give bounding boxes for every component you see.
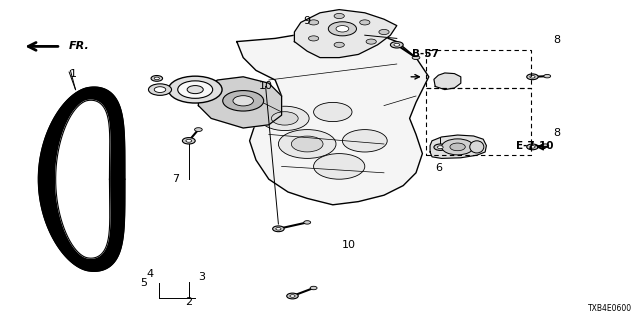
- Circle shape: [544, 75, 550, 78]
- Polygon shape: [434, 73, 461, 90]
- Bar: [426, 88, 531, 155]
- Polygon shape: [237, 29, 429, 205]
- Circle shape: [182, 138, 195, 144]
- Circle shape: [334, 13, 344, 19]
- Text: TXB4E0600: TXB4E0600: [588, 304, 632, 313]
- Circle shape: [314, 102, 352, 122]
- Text: 8: 8: [553, 128, 561, 138]
- Circle shape: [527, 74, 538, 80]
- Text: 10: 10: [259, 81, 273, 92]
- Circle shape: [336, 26, 349, 32]
- Circle shape: [168, 76, 222, 103]
- Circle shape: [195, 128, 202, 132]
- Bar: [426, 50, 531, 88]
- Text: FR.: FR.: [68, 41, 89, 52]
- Text: 7: 7: [172, 174, 180, 184]
- Circle shape: [271, 112, 298, 125]
- Text: 9: 9: [303, 16, 311, 26]
- Text: E-7-10: E-7-10: [516, 140, 553, 151]
- Polygon shape: [294, 10, 397, 58]
- Circle shape: [233, 96, 253, 106]
- Circle shape: [151, 76, 163, 81]
- Circle shape: [530, 146, 535, 148]
- Circle shape: [304, 221, 310, 224]
- Circle shape: [308, 36, 319, 41]
- Circle shape: [360, 20, 370, 25]
- Text: 10: 10: [342, 240, 356, 250]
- Circle shape: [278, 130, 336, 158]
- Circle shape: [223, 91, 264, 111]
- Ellipse shape: [470, 141, 484, 153]
- Circle shape: [342, 130, 387, 152]
- Circle shape: [366, 39, 376, 44]
- Circle shape: [314, 154, 365, 179]
- Circle shape: [178, 81, 212, 98]
- Text: 2: 2: [185, 297, 193, 308]
- Text: 5: 5: [141, 278, 147, 288]
- Text: 3: 3: [198, 272, 205, 282]
- Circle shape: [186, 139, 192, 142]
- Polygon shape: [430, 135, 486, 158]
- Circle shape: [434, 144, 447, 150]
- Circle shape: [450, 143, 465, 151]
- Circle shape: [412, 56, 420, 60]
- Text: 1: 1: [70, 68, 77, 79]
- Circle shape: [276, 228, 281, 230]
- Circle shape: [187, 85, 204, 94]
- Circle shape: [154, 77, 159, 80]
- Circle shape: [394, 43, 400, 46]
- Text: B-57: B-57: [412, 49, 439, 60]
- Circle shape: [527, 144, 538, 150]
- Text: 8: 8: [553, 35, 561, 45]
- Circle shape: [379, 29, 389, 35]
- Circle shape: [154, 87, 166, 92]
- Polygon shape: [56, 100, 110, 258]
- Circle shape: [334, 42, 344, 47]
- Text: 6: 6: [435, 163, 442, 173]
- Circle shape: [390, 42, 403, 48]
- Circle shape: [542, 144, 548, 147]
- Circle shape: [310, 286, 317, 290]
- Circle shape: [530, 76, 535, 78]
- Circle shape: [287, 293, 298, 299]
- Circle shape: [442, 139, 474, 155]
- Polygon shape: [198, 77, 282, 128]
- Circle shape: [148, 84, 172, 95]
- Circle shape: [290, 295, 295, 297]
- Circle shape: [260, 106, 309, 131]
- Circle shape: [291, 136, 323, 152]
- Circle shape: [328, 22, 356, 36]
- Polygon shape: [38, 87, 125, 271]
- Text: 4: 4: [147, 268, 154, 279]
- Circle shape: [438, 146, 443, 148]
- Circle shape: [308, 20, 319, 25]
- Circle shape: [273, 226, 284, 232]
